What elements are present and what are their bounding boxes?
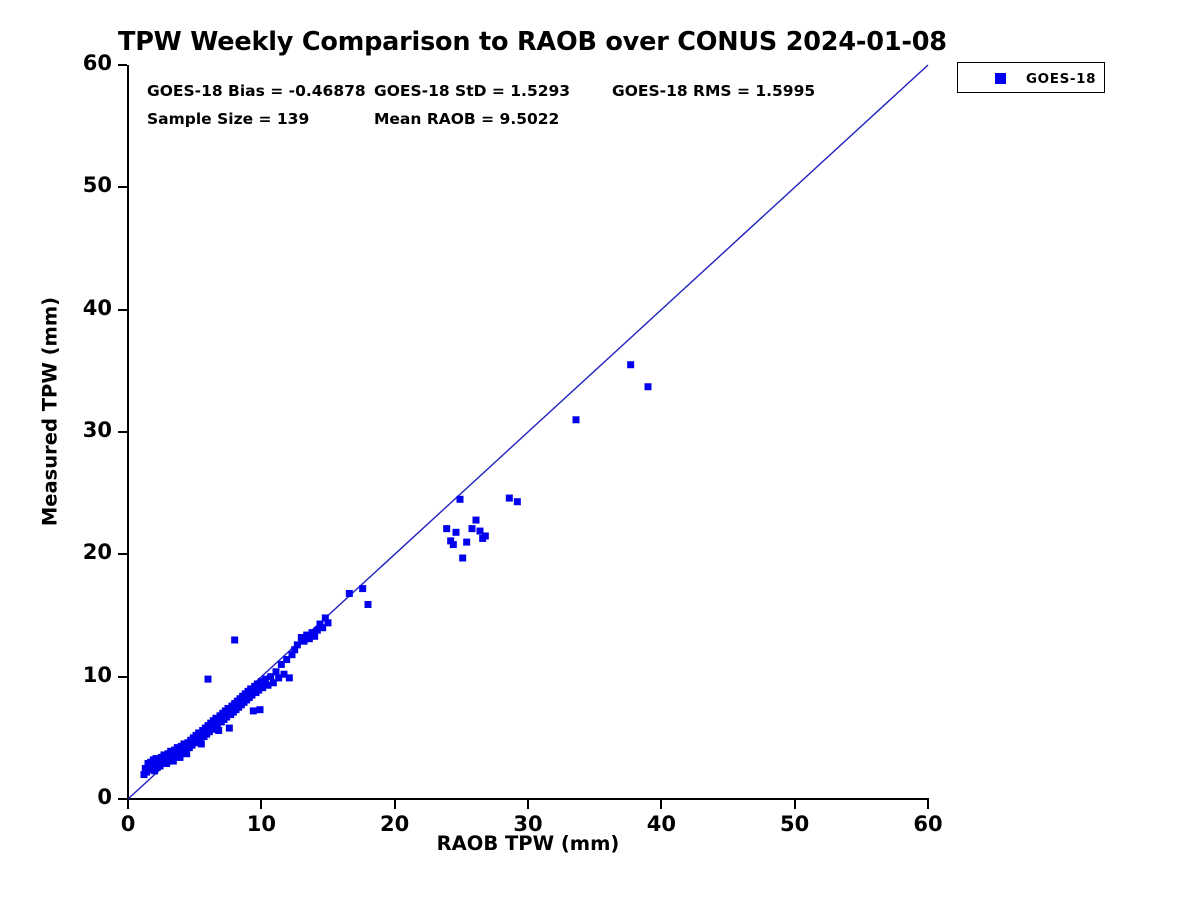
y-tick-label-60: 60 <box>82 51 112 75</box>
x-tick-40 <box>660 800 663 809</box>
annotation-4: Mean RAOB = 9.5022 <box>374 110 560 128</box>
annotation-2: GOES-18 RMS = 1.5995 <box>612 82 816 100</box>
y-tick-label-20: 20 <box>82 540 112 565</box>
page-title: TPW Weekly Comparison to RAOB over CONUS… <box>118 27 947 57</box>
x-tick-label-10: 10 <box>246 812 276 836</box>
x-tick-label-50: 50 <box>780 812 810 836</box>
x-tick-0 <box>127 800 129 809</box>
y-axis-line <box>127 65 129 800</box>
x-axis-label: RAOB TPW (mm) <box>436 832 620 855</box>
y-tick-10 <box>118 675 127 678</box>
y-axis-label: Measured TPW (mm) <box>38 296 62 527</box>
x-tick-60 <box>927 800 929 809</box>
y-tick-60 <box>118 64 127 66</box>
x-tick-20 <box>393 800 396 809</box>
x-tick-label-0: 0 <box>120 812 136 836</box>
y-tick-50 <box>118 186 127 189</box>
legend-label-goes-18: GOES-18 <box>1026 71 1097 87</box>
annotation-3: Sample Size = 139 <box>147 110 310 128</box>
y-tick-40 <box>118 308 127 311</box>
y-tick-20 <box>118 553 127 556</box>
x-tick-30 <box>527 800 529 809</box>
plot-area <box>128 65 928 799</box>
annotation-0: GOES-18 Bias = -0.46878 <box>147 82 366 100</box>
y-tick-30 <box>118 431 127 433</box>
x-tick-label-20: 20 <box>380 812 410 836</box>
annotation-1: GOES-18 StD = 1.5293 <box>374 82 571 100</box>
y-tick-label-0: 0 <box>97 785 112 809</box>
y-tick-label-40: 40 <box>82 295 112 320</box>
x-tick-label-40: 40 <box>646 812 676 836</box>
legend-marker-goes-18 <box>995 73 1006 84</box>
y-tick-0 <box>118 798 127 800</box>
x-tick-50 <box>793 800 796 809</box>
y-tick-label-10: 10 <box>82 662 112 687</box>
y-tick-label-50: 50 <box>82 173 112 198</box>
x-tick-label-30: 30 <box>513 812 543 836</box>
y-tick-label-30: 30 <box>82 418 112 442</box>
x-tick-label-60: 60 <box>913 812 943 836</box>
x-tick-10 <box>260 800 263 809</box>
legend-box: GOES-18 <box>957 62 1105 93</box>
